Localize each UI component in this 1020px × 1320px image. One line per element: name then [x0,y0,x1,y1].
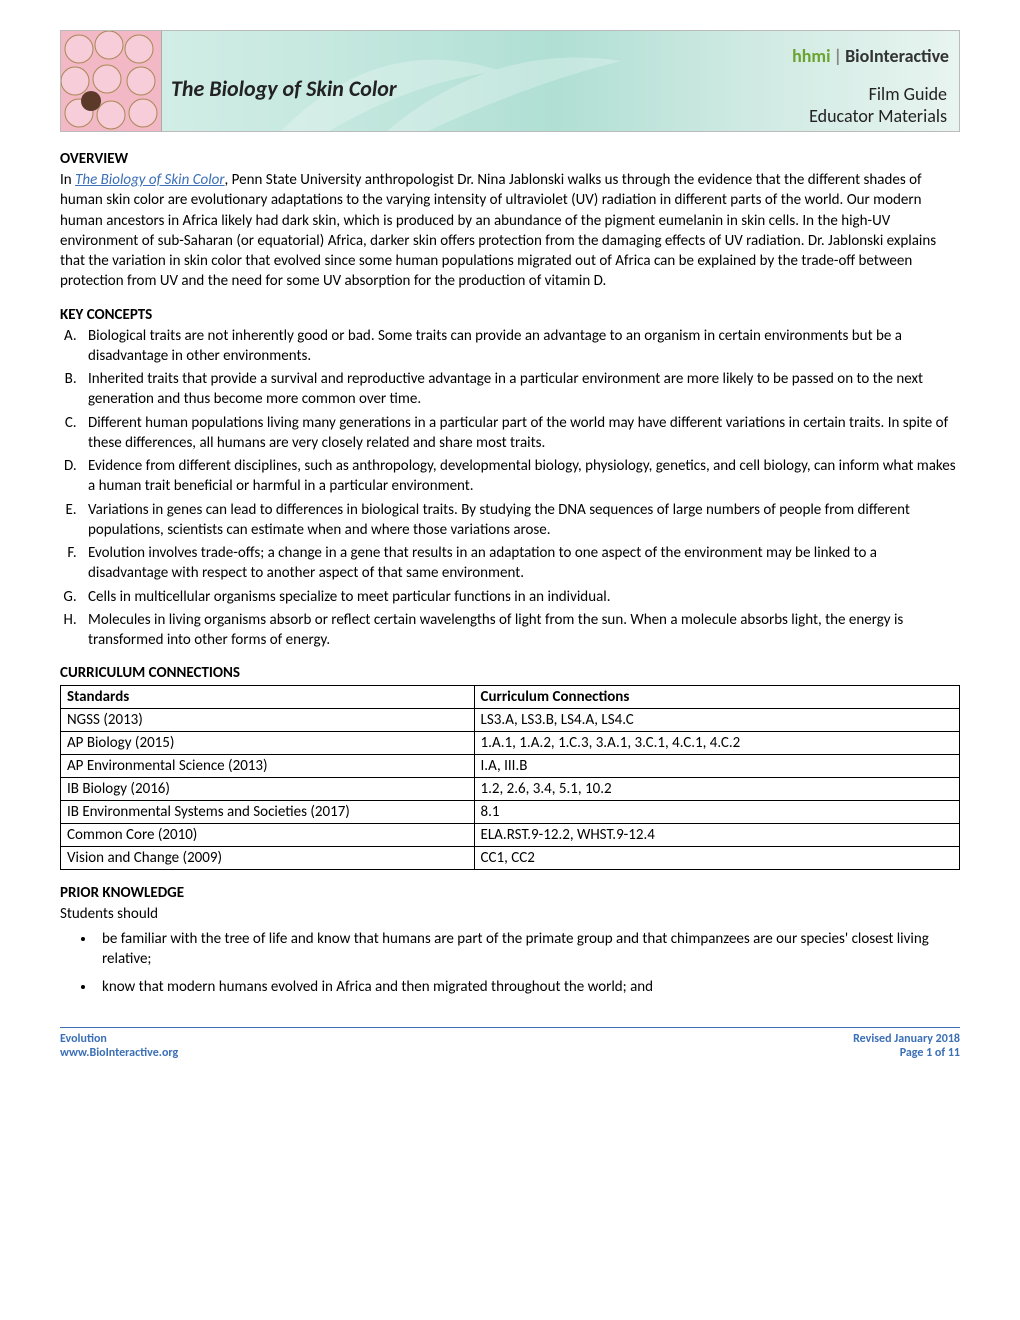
page: The Biology of Skin Color hhmi|BioIntera… [0,0,1020,1080]
key-concepts-list: Biological traits are not inherently goo… [60,326,960,651]
list-item: know that modern humans evolved in Afric… [96,977,960,997]
table-header-row: Standards Curriculum Connections [61,686,960,709]
key-concepts-heading: KEY CONCEPTS [60,306,960,324]
table-row: IB Biology (2016)1.2, 2.6, 3.4, 5.1, 10.… [61,778,960,801]
page-footer: Evolution www.BioInteractive.org Revised… [60,1027,960,1060]
table-row: Common Core (2010)ELA.RST.9-12.2, WHST.9… [61,824,960,847]
logo-brand: BioInteractive [845,45,949,67]
prior-knowledge-list: be familiar with the tree of life and kn… [60,929,960,998]
table-cell: AP Environmental Science (2013) [61,755,475,778]
header-banner: The Biology of Skin Color hhmi|BioIntera… [60,30,960,132]
table-cell: 8.1 [474,801,959,824]
table-cell: I.A, III.B [474,755,959,778]
table-cell: AP Biology (2015) [61,732,475,755]
footer-right: Revised January 2018 Page 1 of 11 [853,1032,960,1060]
banner-subtitle-2: Educator Materials [809,105,947,127]
prior-knowledge-intro: Students should [60,904,960,924]
banner-thumbnail [61,31,162,131]
table-cell: Common Core (2010) [61,824,475,847]
list-item: Biological traits are not inherently goo… [80,326,960,367]
table-row: NGSS (2013)LS3.A, LS3.B, LS4.A, LS4.C [61,709,960,732]
overview-paragraph: In The Biology of Skin Color, Penn State… [60,170,960,292]
footer-page-number: Page 1 of 11 [900,1046,960,1060]
table-row: AP Environmental Science (2013)I.A, III.… [61,755,960,778]
table-cell: NGSS (2013) [61,709,475,732]
banner-title: The Biology of Skin Color [171,75,397,102]
footer-left: Evolution www.BioInteractive.org [60,1032,178,1060]
list-item: Molecules in living organisms absorb or … [80,610,960,651]
list-item: Variations in genes can lead to differen… [80,500,960,541]
table-cell: LS3.A, LS3.B, LS4.A, LS4.C [474,709,959,732]
logo-separator: | [834,45,843,67]
prior-knowledge-heading: PRIOR KNOWLEDGE [60,884,960,902]
table-cell: IB Environmental Systems and Societies (… [61,801,475,824]
footer-url: www.BioInteractive.org [60,1046,178,1060]
list-item: Inherited traits that provide a survival… [80,369,960,410]
table-header: Curriculum Connections [474,686,959,709]
overview-heading: OVERVIEW [60,150,960,168]
table-cell: 1.A.1, 1.A.2, 1.C.3, 3.A.1, 3.C.1, 4.C.1… [474,732,959,755]
logo-hhmi: hhmi [792,45,830,67]
list-item: Evidence from different disciplines, suc… [80,456,960,497]
banner-subtitle-1: Film Guide [869,83,947,105]
table-row: IB Environmental Systems and Societies (… [61,801,960,824]
table-cell: Vision and Change (2009) [61,847,475,870]
curriculum-heading: CURRICULUM CONNECTIONS [60,664,960,682]
overview-film-link[interactable]: The Biology of Skin Color [75,171,224,189]
overview-prefix: In [60,171,75,189]
footer-revised: Revised January 2018 [853,1032,960,1046]
banner-logo: hhmi|BioInteractive [792,45,949,67]
table-cell: ELA.RST.9-12.2, WHST.9-12.4 [474,824,959,847]
table-row: Vision and Change (2009)CC1, CC2 [61,847,960,870]
list-item: Evolution involves trade-offs; a change … [80,543,960,584]
table-cell: CC1, CC2 [474,847,959,870]
curriculum-table: Standards Curriculum Connections NGSS (2… [60,685,960,870]
table-header: Standards [61,686,475,709]
table-row: AP Biology (2015)1.A.1, 1.A.2, 1.C.3, 3.… [61,732,960,755]
table-cell: IB Biology (2016) [61,778,475,801]
list-item: Different human populations living many … [80,413,960,454]
list-item: be familiar with the tree of life and kn… [96,929,960,970]
table-cell: 1.2, 2.6, 3.4, 5.1, 10.2 [474,778,959,801]
footer-category: Evolution [60,1032,107,1046]
list-item: Cells in multicellular organisms special… [80,587,960,607]
